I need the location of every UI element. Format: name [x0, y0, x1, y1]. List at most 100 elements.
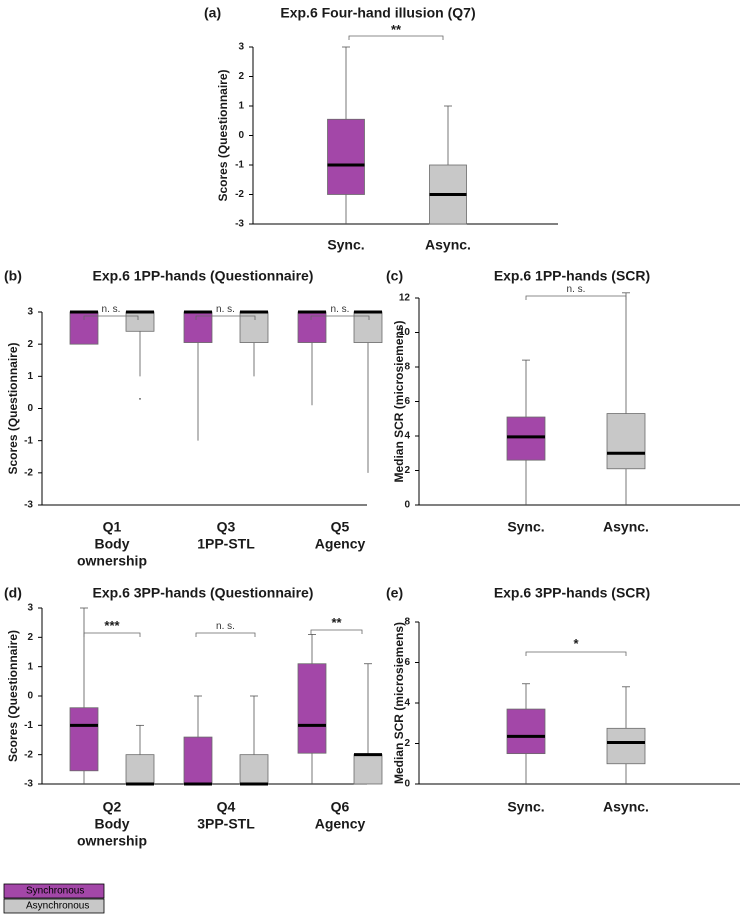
- y-tick-label: 2: [404, 738, 410, 749]
- y-tick-label: 12: [399, 293, 411, 304]
- box-async: [239, 311, 269, 343]
- significance-label: n. s.: [102, 304, 121, 315]
- panel-label: (b): [4, 268, 22, 284]
- y-tick-label: 0: [27, 691, 33, 702]
- y-axis-label: Median SCR (microsiemens): [392, 622, 406, 784]
- y-tick-label: -3: [24, 779, 33, 790]
- x-group-label: ownership: [77, 553, 147, 569]
- box-async: [125, 311, 155, 332]
- significance-bracket: [348, 35, 444, 40]
- box-async: [125, 754, 155, 785]
- y-tick-label: 0: [27, 403, 33, 414]
- y-axis-label: Scores (Questionnaire): [6, 342, 20, 474]
- y-tick-label: -2: [24, 749, 33, 760]
- x-group-label: 1PP-STL: [197, 536, 255, 552]
- significance-bracket: [83, 632, 141, 637]
- box-sync: [183, 736, 213, 785]
- significance-label: n. s.: [567, 284, 586, 295]
- y-tick-label: 0: [238, 130, 244, 141]
- y-tick-label: 1: [27, 661, 33, 672]
- y-tick-label: 10: [399, 327, 411, 338]
- y-tick-label: 6: [404, 657, 410, 668]
- x-group-label: Body: [95, 536, 130, 552]
- significance-bracket: [83, 315, 139, 320]
- chart-title: Exp.6 Four-hand illusion (Q7): [280, 5, 475, 21]
- y-tick-label: -2: [235, 189, 244, 200]
- x-group-label: Q4: [217, 799, 236, 815]
- x-group-label: 3PP-STL: [197, 816, 255, 832]
- y-tick-label: 3: [27, 307, 33, 318]
- box-sync: [297, 663, 327, 754]
- y-tick-label: -1: [235, 160, 244, 171]
- chart-title: Exp.6 3PP-hands (SCR): [494, 585, 650, 601]
- x-tick-label: Sync.: [327, 237, 364, 253]
- significance-bracket: [310, 315, 370, 320]
- y-tick-label: 3: [27, 603, 33, 614]
- chart-panel-4: (d) Exp.6 3PP-hands (Questionnaire) 3 2 1 0 -1…: [4, 585, 383, 849]
- chart-panel-2: (b) Exp.6 1PP-hands (Questionnaire) 3 2 1 0 -1…: [4, 268, 383, 569]
- legend: Synchronous Asynchronous: [3, 883, 105, 914]
- y-axis-label: Scores (Questionnaire): [216, 69, 230, 201]
- box-sync: [183, 311, 213, 343]
- y-tick-label: -3: [235, 219, 244, 230]
- panel-label: (a): [204, 5, 221, 21]
- y-tick-label: 2: [404, 465, 410, 476]
- panel-label: (c): [386, 268, 403, 284]
- y-tick-label: 0: [404, 500, 410, 511]
- x-group-label: Q5: [331, 519, 350, 535]
- y-tick-label: -3: [24, 500, 33, 511]
- y-tick-label: 8: [404, 362, 410, 373]
- box-sync: [327, 118, 365, 195]
- outlier-point: [139, 397, 141, 400]
- y-tick-label: 2: [27, 632, 33, 643]
- x-group-label: Body: [95, 816, 130, 832]
- y-axis-label: Scores (Questionnaire): [6, 630, 20, 762]
- box-async: [353, 754, 383, 785]
- significance-bracket: [195, 632, 256, 637]
- x-tick-label: Async.: [603, 799, 649, 815]
- x-group-label: Q6: [331, 799, 350, 815]
- significance-label: **: [331, 615, 342, 630]
- y-tick-label: 3: [238, 42, 244, 53]
- significance-label: **: [391, 22, 402, 37]
- significance-bracket: [310, 629, 363, 634]
- y-tick-label: 2: [238, 71, 244, 82]
- chart-panel-1: (a) Exp.6 Four-hand illusion (Q7) 3 2 1 0 -1 -2…: [204, 5, 558, 253]
- y-tick-label: -1: [24, 435, 33, 446]
- panel-label: (d): [4, 585, 22, 601]
- y-axis-label: Median SCR (microsiemens): [392, 320, 406, 482]
- chart-title: Exp.6 1PP-hands (SCR): [494, 268, 650, 284]
- x-tick-label: Async.: [425, 237, 471, 253]
- legend-swatch-async: [3, 898, 105, 914]
- x-group-label: Agency: [315, 816, 366, 832]
- significance-label: n. s.: [216, 621, 235, 632]
- legend-label: Asynchronous: [26, 901, 89, 912]
- chart-title: Exp.6 3PP-hands (Questionnaire): [93, 585, 314, 601]
- y-tick-label: 4: [404, 698, 410, 709]
- x-tick-label: Sync.: [507, 519, 544, 535]
- y-tick-label: -2: [24, 467, 33, 478]
- significance-bracket: [195, 315, 256, 320]
- x-group-label: Q3: [217, 519, 236, 535]
- y-tick-label: 0: [404, 779, 410, 790]
- significance-label: ***: [104, 618, 120, 633]
- box-sync: [297, 311, 327, 343]
- chart-panel-3: (c) Exp.6 1PP-hands (SCR) 0 2 4 6 8 10 12 Median …: [386, 268, 740, 535]
- box-async: [606, 413, 646, 470]
- panel-label: (e): [386, 585, 403, 601]
- x-group-label: ownership: [77, 833, 147, 849]
- box-sync: [506, 416, 546, 461]
- y-tick-label: 2: [27, 339, 33, 350]
- significance-label: n. s.: [216, 304, 235, 315]
- significance-label: *: [573, 636, 579, 651]
- x-group-label: Agency: [315, 536, 366, 552]
- y-tick-label: 1: [238, 101, 244, 112]
- box-sync: [69, 707, 99, 772]
- legend-swatch-sync: [3, 883, 105, 899]
- significance-bracket: [525, 295, 627, 300]
- legend-label: Synchronous: [26, 886, 84, 897]
- y-tick-label: 8: [404, 617, 410, 628]
- x-group-label: Q1: [103, 519, 122, 535]
